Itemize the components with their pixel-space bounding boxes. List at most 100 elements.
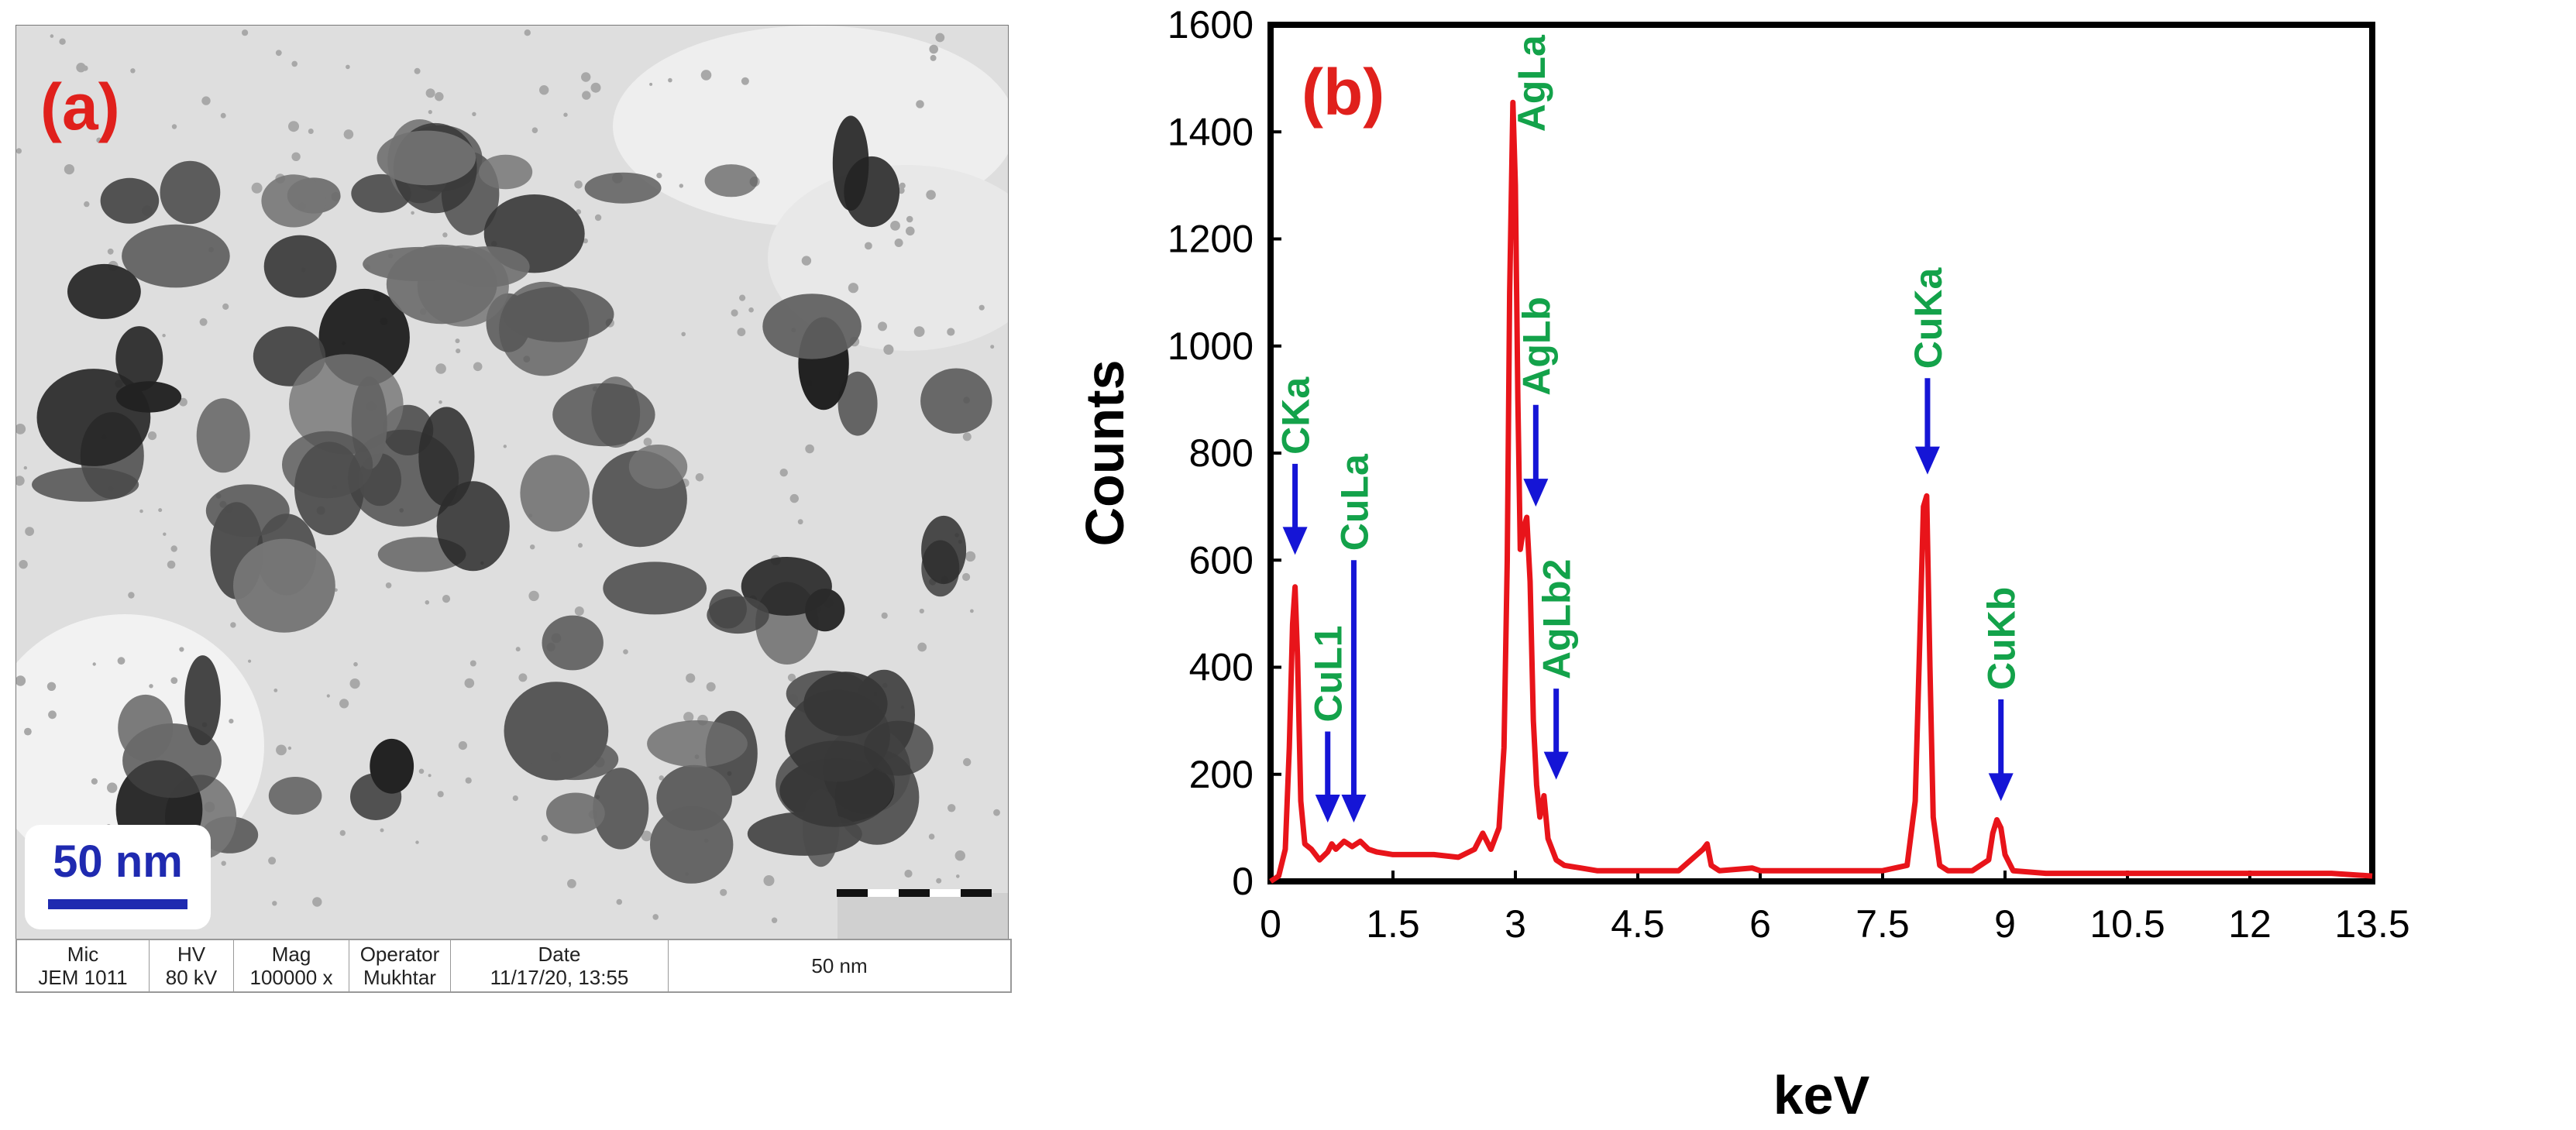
small-particle <box>48 710 57 720</box>
small-particle <box>229 719 234 724</box>
info-cell-operator: Operator Mukhtar <box>349 940 451 991</box>
small-particle <box>59 38 66 45</box>
small-particle <box>894 239 903 247</box>
small-particle <box>458 741 468 750</box>
info-header: Operator <box>359 943 440 966</box>
small-particle <box>978 304 985 311</box>
info-scale-text: 50 nm <box>811 954 868 977</box>
x-tick-label: 10.5 <box>2089 902 2165 946</box>
small-particle <box>706 682 716 692</box>
nanoparticle <box>803 671 888 737</box>
small-particle <box>199 318 208 326</box>
small-particle <box>990 345 995 349</box>
small-particle <box>308 129 314 134</box>
small-particle <box>287 746 292 750</box>
small-particle <box>700 70 712 81</box>
small-particle <box>107 248 114 255</box>
small-particle <box>930 54 937 61</box>
nanoparticle <box>542 615 604 671</box>
small-particle <box>201 96 211 105</box>
small-particle <box>681 331 686 337</box>
peak-label: AgLa <box>1510 34 1553 132</box>
nanoparticle <box>233 538 335 633</box>
small-particle <box>147 431 157 441</box>
x-tick-label: 3 <box>1505 902 1526 946</box>
info-value: 80 kV <box>165 966 218 989</box>
small-particle <box>25 527 34 536</box>
small-particle <box>848 283 858 294</box>
small-particle <box>339 699 349 709</box>
small-particle <box>91 778 98 785</box>
small-particle <box>24 727 32 736</box>
small-particle <box>275 50 282 57</box>
annotation-arrowhead <box>1543 751 1569 780</box>
small-particle <box>801 256 812 266</box>
info-cell-mic: Mic JEM 1011 <box>17 940 150 991</box>
nanoparticle <box>531 738 619 781</box>
small-particle <box>162 334 166 338</box>
info-header: Mag <box>271 943 311 966</box>
small-particle <box>170 545 177 552</box>
nanoparticle <box>122 224 230 288</box>
nanoparticle <box>647 720 748 768</box>
nanoparticle <box>261 174 326 228</box>
nanoparticle <box>762 294 862 359</box>
small-particle <box>720 888 727 896</box>
small-particle <box>339 829 346 836</box>
small-particle <box>970 609 974 613</box>
small-particle <box>179 647 184 652</box>
peak-label: AgLb2 <box>1536 559 1579 680</box>
small-particle <box>865 242 872 250</box>
small-particle <box>668 77 672 83</box>
small-particle <box>623 649 628 654</box>
small-particle <box>222 303 229 310</box>
small-particle <box>643 438 652 446</box>
small-particle <box>230 622 236 628</box>
small-particle <box>128 592 135 599</box>
nanoparticle <box>776 740 896 827</box>
small-particle <box>428 774 432 778</box>
small-particle <box>578 543 583 548</box>
y-tick-label: 200 <box>1189 753 1254 796</box>
small-particle <box>962 432 972 441</box>
small-particle <box>248 659 252 663</box>
nanoparticle <box>418 407 475 507</box>
nanoparticle <box>920 368 992 434</box>
small-particle <box>695 473 704 482</box>
scale-text: 50 nm <box>53 836 183 887</box>
small-particle <box>797 519 803 525</box>
small-particle <box>935 33 945 43</box>
small-particle <box>965 551 976 562</box>
nanoparticle <box>268 777 322 815</box>
small-particle <box>881 612 888 619</box>
info-value: 100000 x <box>249 966 333 989</box>
small-particle <box>291 60 298 67</box>
info-header: Mic <box>67 943 99 966</box>
info-cell-date: Date 11/17/20, 13:55 <box>451 940 669 991</box>
small-particle <box>276 744 287 756</box>
small-particle <box>326 694 330 698</box>
small-particle <box>956 874 960 878</box>
small-particle <box>456 349 461 354</box>
small-particle <box>805 444 814 454</box>
small-particle <box>649 82 653 86</box>
micrograph-scale-bar <box>837 889 992 897</box>
small-particle <box>179 397 187 407</box>
small-particle <box>518 673 528 682</box>
small-particle <box>530 544 535 550</box>
x-axis-title: keV <box>1773 1065 1870 1125</box>
small-particle <box>779 469 788 477</box>
annotation-arrowhead <box>1315 794 1340 823</box>
small-particle <box>741 77 749 85</box>
info-value: Mukhtar <box>363 966 436 989</box>
annotation-arrowhead <box>1988 773 2014 802</box>
small-particle <box>686 673 696 683</box>
annotation-arrowhead <box>1282 527 1308 555</box>
nanoparticle <box>370 738 414 794</box>
y-tick-label: 1400 <box>1168 110 1254 153</box>
small-particle <box>439 400 442 404</box>
small-particle <box>656 173 662 179</box>
small-particle <box>567 879 576 888</box>
x-tick-label: 1.5 <box>1366 902 1420 946</box>
small-particle <box>19 560 28 569</box>
